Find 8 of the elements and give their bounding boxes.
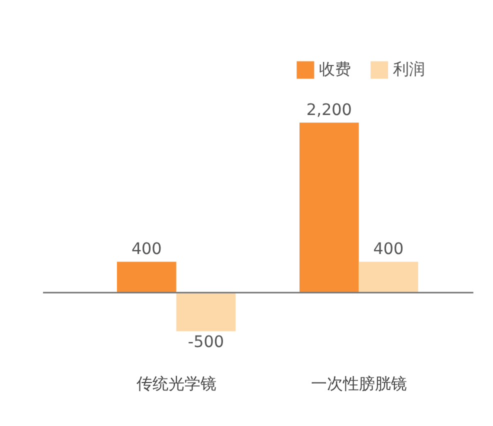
legend-label: 收费 (319, 60, 351, 79)
x-tick-label: 一次性膀胱镜 (310, 374, 407, 393)
legend-label: 利润 (392, 60, 425, 79)
x-tick-label: 传统光学镜 (136, 374, 216, 393)
data-label: -500 (188, 332, 224, 352)
data-label: 2,200 (306, 100, 352, 120)
data-label: 400 (373, 239, 404, 258)
data-label: 400 (131, 239, 162, 258)
